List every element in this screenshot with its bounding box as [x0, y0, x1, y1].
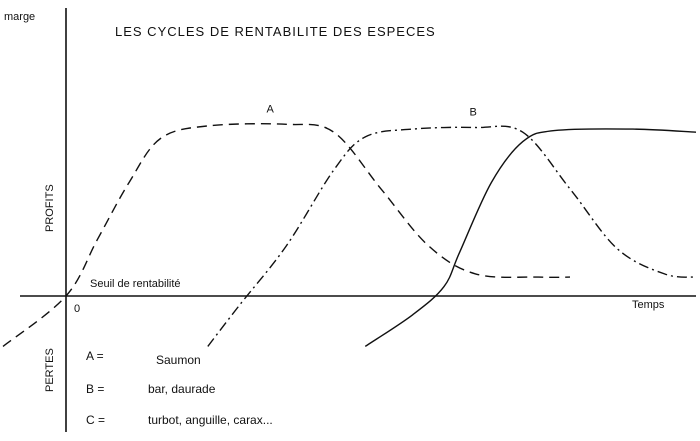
legend-key-c: C =: [86, 413, 105, 427]
threshold-label: Seuil de rentabilité: [90, 278, 181, 290]
legend-value-b: bar, daurade: [148, 382, 216, 396]
legend-key-a: A =: [86, 349, 104, 363]
chart-title: LES CYCLES DE RENTABILITE DES ESPECES: [115, 24, 436, 39]
profits-label: PROFITS: [44, 184, 56, 232]
x-axis-label: Temps: [632, 299, 665, 311]
series-c-line: [364, 128, 697, 347]
origin-label: 0: [74, 303, 80, 315]
y-axis-label: marge: [4, 11, 35, 23]
series-a-label: A: [267, 103, 275, 115]
legend-value-c: turbot, anguille, carax...: [148, 413, 273, 427]
pertes-label: PERTES: [44, 348, 56, 392]
series-b-label: B: [470, 107, 477, 119]
legend-key-b: B =: [86, 382, 104, 396]
series-a-line: [2, 123, 571, 347]
axes: [20, 8, 696, 432]
series-b-line: [207, 125, 697, 347]
legend: A = Saumon B = bar, daurade C = turbot, …: [86, 349, 273, 427]
legend-value-a: Saumon: [156, 353, 201, 367]
